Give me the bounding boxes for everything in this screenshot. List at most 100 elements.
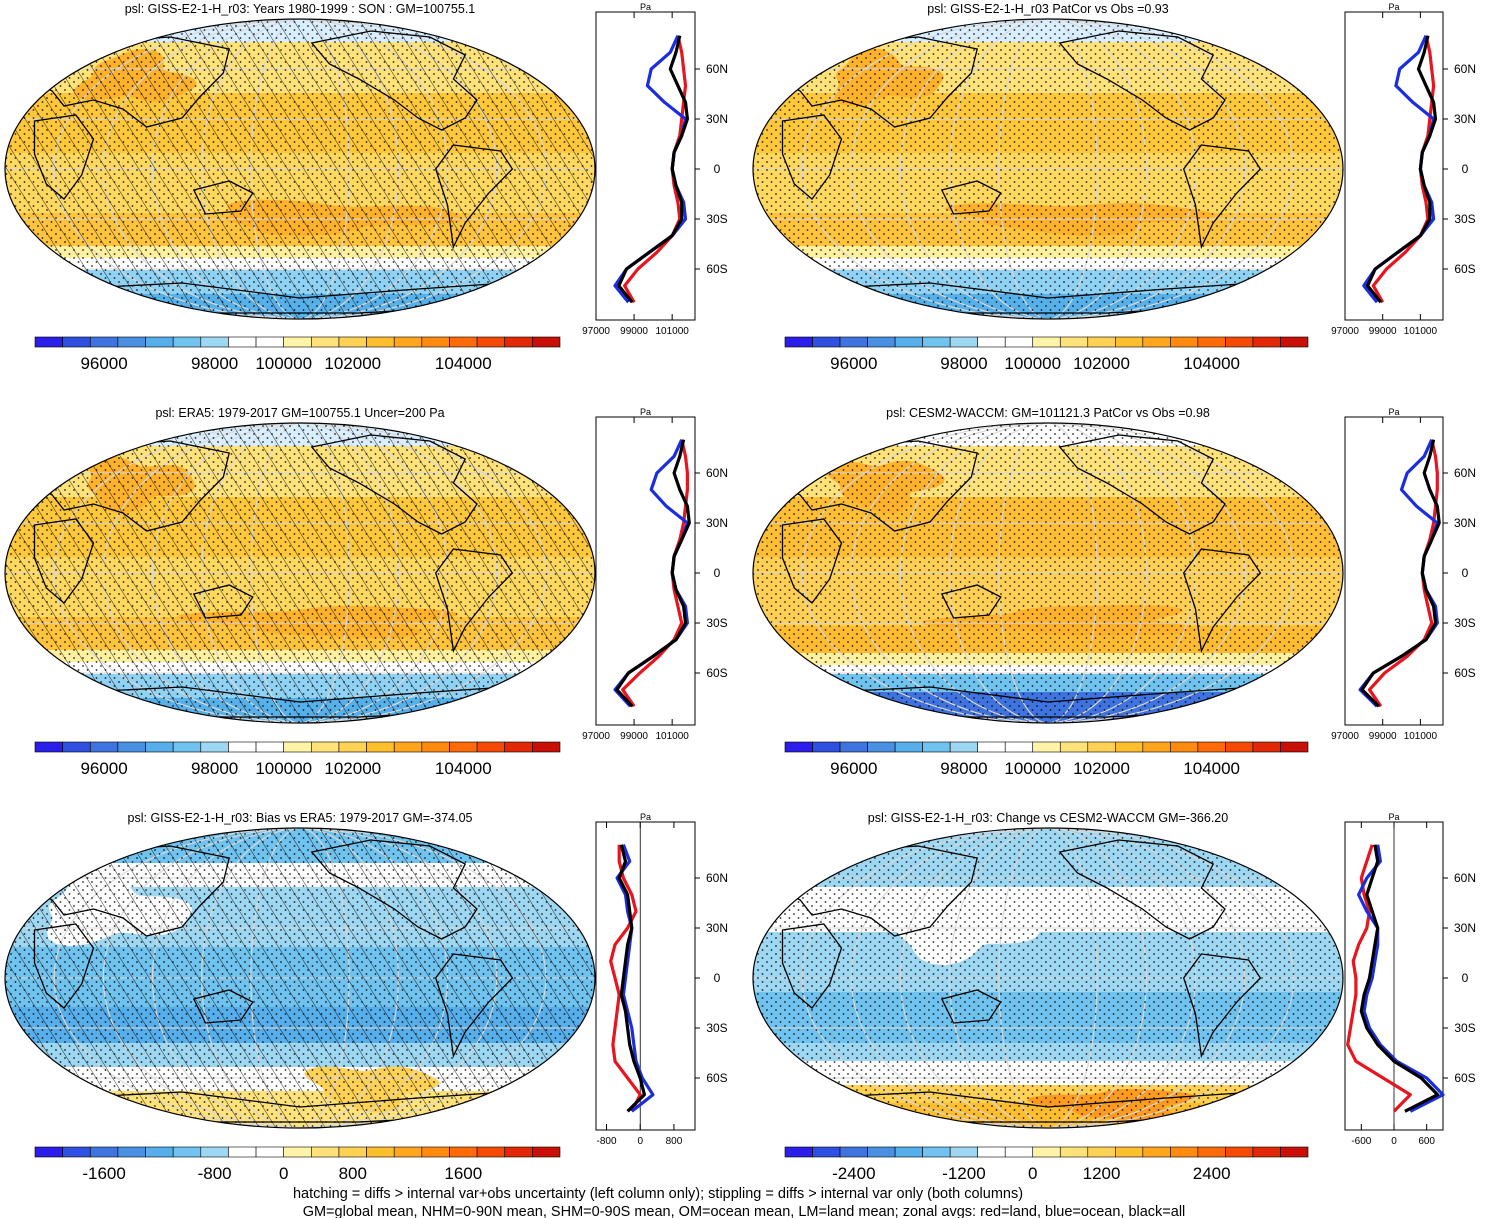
colorbar-swatch [1142, 336, 1171, 348]
colorbar-label: 98000 [940, 759, 987, 778]
zonal-unit: Pa [1388, 812, 1399, 822]
lat-label: 30N [1454, 516, 1476, 530]
colorbar-swatch [228, 741, 257, 753]
colorbar-swatch [867, 336, 896, 348]
colorbar-swatch [1252, 1146, 1281, 1158]
zonal-series-all [617, 844, 647, 1113]
colorbar-swatch [922, 336, 951, 348]
lat-label: 30S [706, 1021, 727, 1035]
zonal-x-tick: -800 [597, 1136, 617, 1147]
map-field [753, 19, 1343, 319]
colorbar-swatch [172, 741, 202, 753]
zonal-unit: Pa [640, 2, 651, 12]
lat-label: 0 [1462, 971, 1469, 985]
colorbar-swatch [393, 1146, 423, 1158]
colorbar-swatch [476, 741, 506, 753]
map-field [5, 828, 595, 1128]
colorbar-swatch [283, 336, 312, 348]
hatch-overlay [5, 423, 595, 723]
panel-title: psl: ERA5: 1979-2017 GM=100755.1 Uncer=2… [155, 406, 444, 420]
lat-label: 30S [1454, 1021, 1475, 1035]
colorbar-swatch [1280, 336, 1309, 348]
colorbar-swatch [949, 741, 978, 753]
colorbar-swatch [784, 741, 813, 753]
zonal-x-tick: 99000 [620, 326, 648, 337]
colorbar-swatch [145, 741, 174, 753]
colorbar-swatch [1059, 741, 1089, 753]
colorbar-label: -2400 [832, 1164, 875, 1183]
colorbar-swatch [145, 1146, 174, 1158]
colorbar-swatch [1170, 741, 1199, 753]
colorbar-label: 96000 [80, 759, 127, 778]
lat-label: 60S [706, 666, 727, 680]
colorbar-swatch [784, 1146, 813, 1158]
colorbar-swatch [34, 741, 63, 753]
colorbar-swatch [1087, 741, 1116, 753]
colorbar: 96000 98000 100000 102000 104000 [784, 336, 1309, 373]
colorbar-swatch [1142, 741, 1171, 753]
colorbar-swatch [1004, 336, 1034, 348]
lat-label: 60S [1454, 1071, 1475, 1085]
map-border [752, 18, 1344, 320]
colorbar-swatch [839, 336, 868, 348]
colorbar-swatch [894, 1146, 923, 1158]
colorbar-swatch [145, 336, 174, 348]
map-border [752, 422, 1344, 724]
colorbar-swatch [1032, 336, 1061, 348]
zonal-series-land [1346, 844, 1412, 1113]
colorbar-label: 102000 [1073, 759, 1130, 778]
panel-title: psl: GISS-E2-1-H_r03: Bias vs ERA5: 1979… [128, 811, 473, 825]
panel-4: psl: CESM2-WACCM: GM=101121.3 PatCor vs … [752, 406, 1476, 778]
colorbar-label: 100000 [255, 759, 312, 778]
colorbar-label: 102000 [324, 354, 381, 373]
lat-label: 60N [1454, 871, 1476, 885]
lat-label: 60S [1454, 666, 1475, 680]
colorbar-swatch [1280, 1146, 1309, 1158]
colorbar-swatch [1252, 741, 1281, 753]
colorbar-swatch [476, 336, 506, 348]
colorbar-swatch [62, 741, 91, 753]
lat-label: 60S [1454, 262, 1475, 276]
lat-label: 0 [1462, 566, 1469, 580]
colorbar-label: 100000 [1004, 759, 1061, 778]
zonal-x-tick: 101000 [1404, 326, 1438, 337]
lat-label: 0 [714, 566, 721, 580]
lat-label: 60N [706, 62, 728, 76]
colorbar-swatch [977, 1146, 1006, 1158]
colorbar-swatch [117, 336, 146, 348]
zonal-unit: Pa [640, 812, 651, 822]
colorbar-label: 98000 [940, 354, 987, 373]
colorbar-label: 104000 [435, 354, 492, 373]
colorbar-swatch [1059, 1146, 1089, 1158]
colorbar-swatch [1280, 741, 1309, 753]
colorbar-swatch [922, 1146, 951, 1158]
map-border [752, 827, 1344, 1129]
colorbar-swatch [228, 1146, 257, 1158]
colorbar-swatch [200, 336, 229, 348]
colorbar-swatch [867, 1146, 896, 1158]
colorbar-swatch [117, 1146, 146, 1158]
colorbar-swatch [338, 336, 367, 348]
colorbar-swatch [1170, 336, 1199, 348]
colorbar-swatch [172, 1146, 202, 1158]
colorbar-swatch [62, 336, 91, 348]
zonal-unit: Pa [1388, 2, 1399, 12]
colorbar-swatch [1115, 336, 1144, 348]
colorbar-swatch [1197, 1146, 1226, 1158]
colorbar-swatch [449, 1146, 478, 1158]
colorbar-swatch [504, 336, 533, 348]
colorbar-label: 0 [1028, 1164, 1037, 1183]
colorbar-label: 0 [279, 1164, 288, 1183]
colorbar-swatch [949, 1146, 978, 1158]
zonal-unit: Pa [640, 407, 651, 417]
colorbar-swatch [255, 336, 284, 348]
colorbar-label: 800 [339, 1164, 367, 1183]
colorbar-swatch [1225, 1146, 1254, 1158]
lat-label: 30N [706, 921, 728, 935]
lat-label: 60S [706, 1071, 727, 1085]
panel-3: psl: ERA5: 1979-2017 GM=100755.1 Uncer=2… [4, 406, 728, 778]
panel-6: psl: GISS-E2-1-H_r03: Change vs CESM2-WA… [752, 811, 1476, 1183]
colorbar: -1600 -800 0 800 1600 [34, 1146, 561, 1183]
lat-label: 30N [706, 112, 728, 126]
